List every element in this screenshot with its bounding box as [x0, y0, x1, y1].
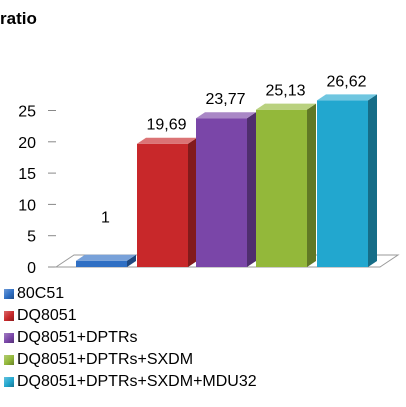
y-tick-label: 0 [27, 260, 36, 277]
data-label: 1 [101, 210, 110, 227]
bar-top [317, 94, 377, 101]
legend-item: DQ8051+DPTRs+SXDM+MDU32 [4, 371, 257, 393]
data-labels: 1 19,69 23,77 25,13 26,62 [101, 73, 367, 226]
bar [196, 112, 256, 267]
bar-front [137, 143, 188, 267]
legend-item: 80C51 [4, 283, 257, 305]
legend-swatch [4, 333, 14, 343]
bar-side [127, 254, 136, 267]
bar-front [317, 100, 368, 268]
bar-chart: ratio 0 5 10 15 20 25 1 19,69 23,77 25,13 26,62 [0, 9, 400, 277]
bar [137, 137, 197, 267]
bar-side [368, 94, 377, 268]
y-tick-label: 5 [27, 229, 36, 246]
data-label: 25,13 [265, 83, 305, 100]
bar [256, 103, 316, 267]
bar [317, 94, 377, 268]
y-tick-label: 15 [18, 166, 36, 183]
legend-item: DQ8051 [4, 305, 257, 327]
legend-swatch [4, 311, 14, 321]
bar-front [76, 260, 127, 267]
bar-front [256, 109, 307, 267]
legend-label: DQ8051 [17, 307, 77, 324]
y-tick-label: 25 [18, 104, 36, 121]
bar-side [188, 137, 197, 267]
bar-side [247, 112, 256, 267]
legend-label: 80C51 [17, 285, 65, 302]
bar-top [76, 254, 136, 261]
bar-top [137, 137, 197, 144]
chart-title: ratio [0, 9, 37, 28]
legend-swatch [4, 289, 14, 299]
y-tick-label: 20 [18, 135, 36, 152]
y-axis: 0 5 10 15 20 25 [18, 104, 56, 277]
bar-front [196, 118, 247, 267]
bars [76, 94, 377, 268]
data-label: 23,77 [205, 91, 245, 108]
legend-item: DQ8051+DPTRs+SXDM [4, 349, 257, 371]
legend-swatch [4, 355, 14, 365]
bar [76, 254, 136, 267]
y-tick-label: 10 [18, 197, 36, 214]
data-label: 26,62 [326, 73, 366, 90]
bar-top [196, 112, 256, 119]
legend: 80C51 DQ8051 DQ8051+DPTRs DQ8051+DPTRs+SXDM… [4, 283, 257, 393]
legend-label: DQ8051+DPTRs+SXDM [17, 351, 194, 368]
legend-label: DQ8051+DPTRs [17, 329, 138, 346]
bar-side [307, 103, 316, 267]
data-label: 19,69 [146, 117, 186, 134]
legend-item: DQ8051+DPTRs [4, 327, 257, 349]
bar-top [256, 103, 316, 110]
legend-swatch [4, 377, 14, 387]
legend-label: DQ8051+DPTRs+SXDM+MDU32 [17, 373, 257, 390]
